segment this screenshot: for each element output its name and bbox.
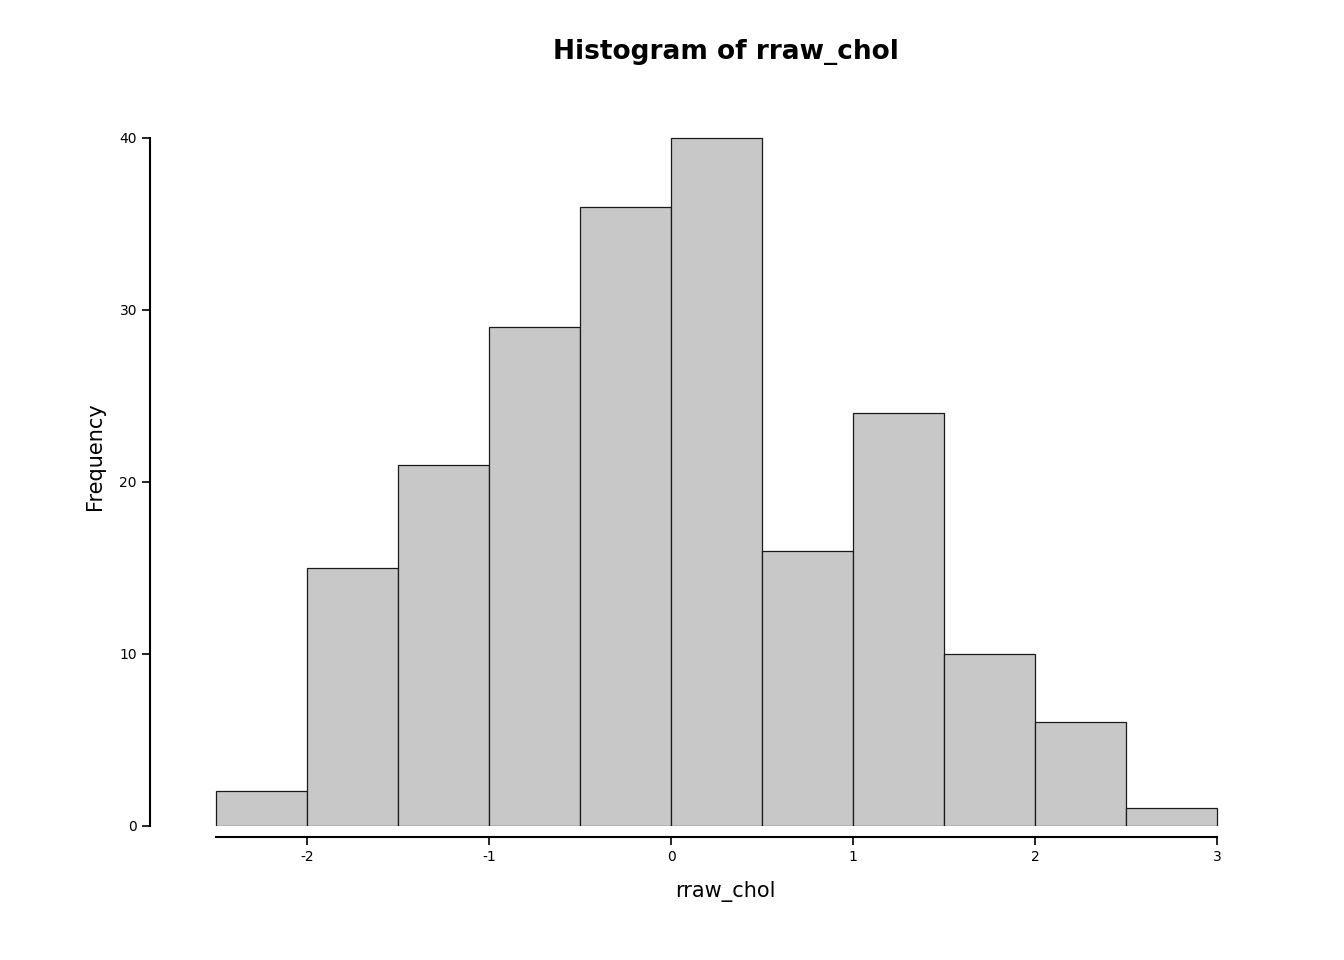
Bar (1035, 723, 1126, 826)
Bar (762, 550, 853, 826)
Bar (853, 413, 945, 826)
X-axis label: rraw_chol: rraw_chol (676, 880, 775, 901)
Bar (489, 327, 581, 826)
Bar (581, 206, 671, 826)
Bar (398, 465, 489, 826)
Title: Histogram of rraw_chol: Histogram of rraw_chol (552, 38, 899, 64)
Bar (216, 791, 306, 826)
Y-axis label: Frequency: Frequency (86, 402, 105, 510)
Bar (306, 567, 398, 826)
Bar (671, 138, 762, 826)
Bar (945, 654, 1035, 826)
Bar (1126, 808, 1218, 826)
